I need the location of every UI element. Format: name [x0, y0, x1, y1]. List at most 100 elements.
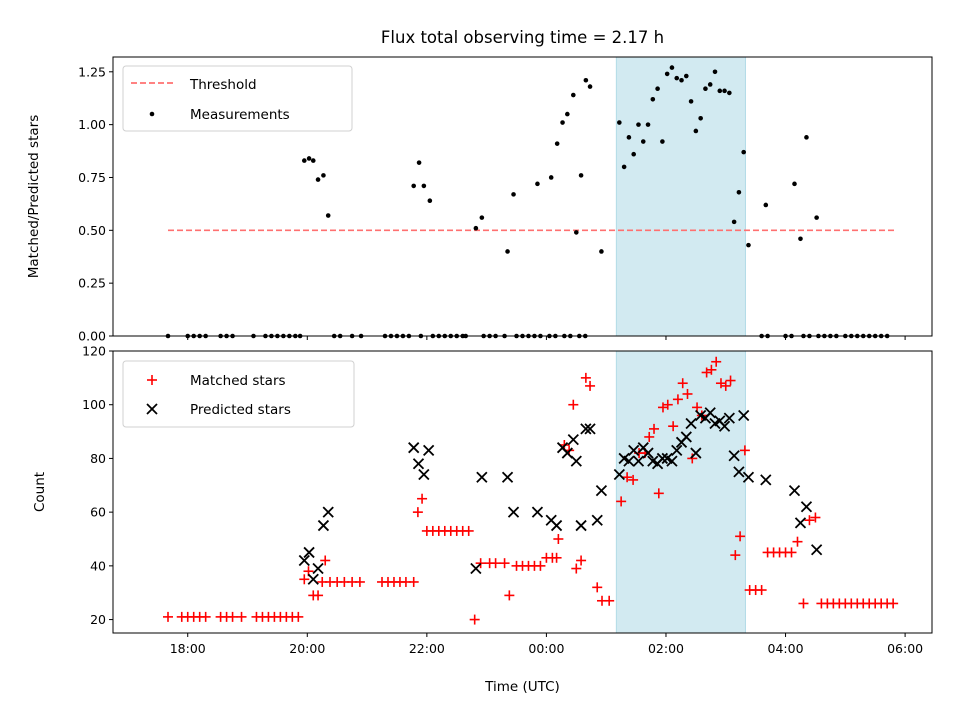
predicted-star-point: [718, 420, 731, 432]
predicted-star-point: [656, 452, 669, 465]
matched-star-point: [810, 512, 821, 523]
predicted-star-point: [742, 471, 755, 483]
matched-star-point: [490, 558, 501, 569]
matched-star-point: [711, 356, 722, 367]
measurement-point: [698, 115, 703, 121]
matched-star-point: [585, 380, 596, 391]
bottom-highlight-span: [615, 350, 746, 634]
measurement-point: [707, 82, 713, 87]
predicted-star-point: [303, 546, 315, 559]
measurement-point: [571, 92, 576, 98]
matched-star-point: [504, 590, 515, 601]
top-legend-box: [122, 65, 353, 132]
matched-star-point: [888, 598, 899, 609]
predicted-star-point: [580, 423, 592, 435]
legend-matched-swatch: [147, 375, 157, 385]
measurement-point: [315, 177, 321, 182]
predicted-star-point: [685, 417, 697, 430]
x-tick-label: 02:00: [648, 641, 684, 656]
predicted-stars-layer: [298, 407, 823, 585]
predicted-star-point: [567, 433, 579, 446]
measurement-point: [621, 164, 627, 170]
predicted-star-point: [312, 562, 324, 575]
bottom-legend-box: [122, 360, 355, 428]
predicted-star-point: [794, 517, 807, 529]
bottom-legend: Matched stars Predicted stars: [122, 360, 355, 428]
predicted-star-point: [788, 485, 801, 497]
bottom-y-tick-label: 60: [90, 505, 106, 520]
top-axis-ticks: 0.00 0.25 0.50 0.75 1.00 1.25: [78, 64, 906, 344]
matched-star-point: [469, 614, 480, 625]
bottom-y-tick-label: 40: [90, 558, 106, 573]
legend-matched-label: Matched stars: [190, 373, 286, 389]
measurement-point: [814, 215, 819, 220]
predicted-star-point: [680, 431, 692, 443]
matched-star-point: [804, 515, 815, 526]
top-y-axis-label: Matched/Predicted stars: [26, 115, 42, 278]
measurement-point: [306, 156, 312, 161]
top-axes-frame: [112, 56, 933, 337]
top-y-tick-label: 1.00: [78, 117, 106, 132]
measurement-point: [746, 242, 751, 248]
x-tick-label: 22:00: [409, 641, 445, 656]
measurement-point: [636, 122, 641, 127]
predicted-star-point: [800, 501, 813, 513]
predicted-star-point: [733, 466, 745, 478]
measurement-point: [310, 158, 316, 163]
predicted-star-point: [613, 468, 625, 481]
measurement-point: [325, 213, 331, 218]
top-legend: Threshold Measurements: [122, 65, 353, 132]
predicted-star-point: [666, 455, 678, 467]
measurement-point: [679, 77, 684, 83]
matched-star-point: [580, 372, 591, 383]
matched-star-point: [293, 611, 304, 622]
measurement-point: [684, 73, 689, 79]
top-y-tick-label: 0.25: [78, 276, 106, 291]
predicted-star-point: [623, 455, 635, 467]
measurement-point: [798, 236, 803, 242]
chart-title: Flux total observing time = 2.17 h: [381, 28, 664, 47]
measurement-point: [583, 77, 589, 83]
legend-threshold-label: Threshold: [189, 77, 257, 93]
bottom-axis-ticks: 20 40 60 80 100 120 18:00 20:00 22:00 00:00 02:00 0…: [82, 344, 923, 657]
matched-star-point: [730, 550, 741, 561]
matched-star-point: [417, 493, 428, 504]
measurement-point: [804, 135, 809, 140]
measurement-point: [626, 135, 632, 140]
matched-star-point: [227, 611, 238, 622]
measurement-point: [674, 75, 680, 81]
matched-star-point: [592, 582, 603, 593]
measurement-point: [650, 96, 656, 102]
predicted-star-point: [632, 455, 645, 467]
matched-star-point: [313, 590, 324, 601]
measurement-point: [473, 225, 479, 231]
predicted-star-point: [584, 423, 596, 435]
matched-star-point: [576, 555, 587, 566]
matched-star-point: [687, 453, 698, 464]
legend-predicted-swatch: [146, 403, 158, 415]
predicted-star-point: [642, 447, 654, 459]
predicted-star-point: [690, 447, 702, 459]
predicted-star-point: [704, 407, 716, 419]
legend-predicted-label: Predicted stars: [190, 402, 291, 418]
top-y-tick-label: 0.50: [78, 223, 106, 238]
matched-star-point: [739, 445, 750, 456]
predicted-star-point: [322, 506, 334, 518]
measurement-point: [479, 215, 485, 220]
predicted-star-point: [412, 458, 425, 470]
measurement-point: [763, 202, 769, 208]
measurement-point: [560, 120, 565, 125]
top-y-tick-label: 1.25: [78, 64, 106, 79]
predicted-star-point: [531, 506, 544, 518]
matched-star-point: [653, 488, 664, 499]
measurement-point: [792, 181, 797, 187]
predicted-star-point: [671, 444, 683, 457]
measurement-point: [617, 120, 622, 125]
measurement-point: [660, 139, 665, 144]
predicted-star-point: [418, 468, 430, 481]
measurement-point: [548, 175, 554, 180]
measurement-point: [741, 149, 746, 155]
predicted-star-point: [575, 519, 587, 532]
matched-star-point: [162, 611, 173, 622]
